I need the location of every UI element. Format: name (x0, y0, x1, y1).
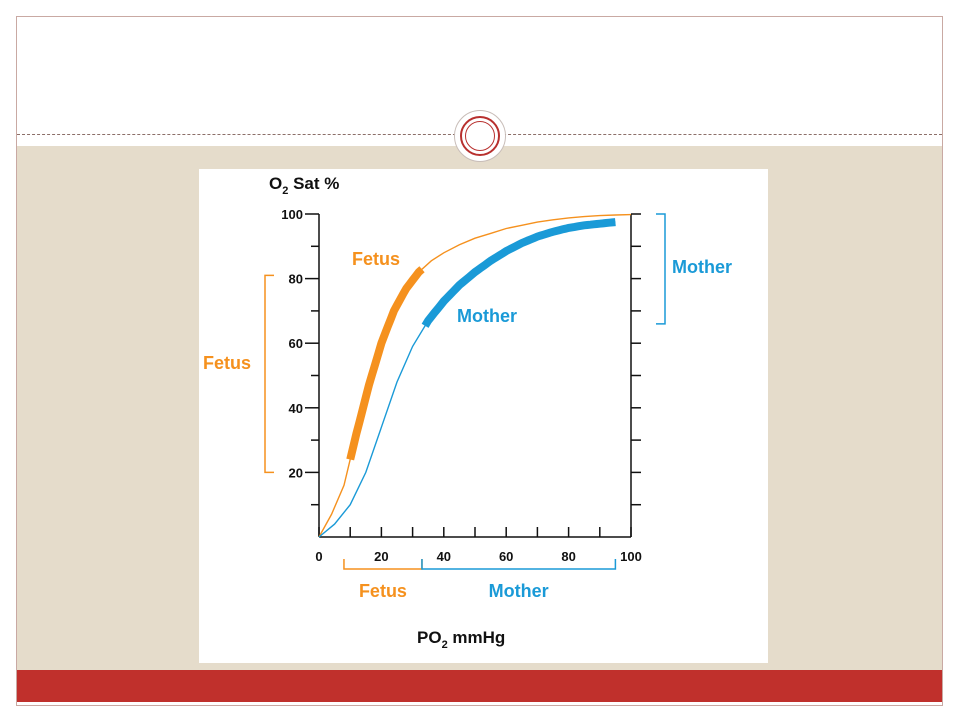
fetus-curve-label: Fetus (352, 249, 400, 269)
y-axis-label-sub: 2 (282, 185, 288, 197)
x-tick-label: 100 (620, 549, 642, 564)
x-tick-label: 20 (374, 549, 388, 564)
x-axis-label-rest: mmHg (448, 628, 506, 647)
footer-bar (17, 670, 942, 702)
x-tick-label: 60 (499, 549, 513, 564)
x-axis-label-sub: 2 (442, 639, 448, 651)
y-tick-label: 60 (289, 336, 303, 351)
mother-x-range-bracket (421, 559, 617, 570)
mother-highlight-segment (421, 218, 616, 328)
mother-curve-label: Mother (457, 306, 517, 326)
range-brackets-group: Fetus Mother Fetus Mother (203, 213, 732, 601)
y-tick-label: 20 (289, 465, 303, 480)
mother-curve (318, 221, 616, 538)
fetus-y-range-bracket (264, 274, 274, 474)
x-axis-label-main: PO (417, 628, 442, 647)
y-axis-label: O2 Sat % (269, 174, 339, 197)
x-axis-label: PO2 mmHg (417, 628, 505, 651)
chart-panel: 20 40 60 80 100 0 20 40 60 80 100 Fetus Mother Fetus… (199, 169, 768, 663)
axes-group: 20 40 60 80 100 0 20 40 60 80 100 (281, 207, 642, 564)
curves-group: Fetus Mother (318, 213, 632, 538)
y-tick-label: 100 (281, 207, 303, 222)
y-axis-label-rest: Sat % (288, 174, 339, 193)
x-tick-label: 80 (561, 549, 575, 564)
mother-y-range-bracket (656, 213, 666, 325)
y-tick-label: 40 (289, 401, 303, 416)
fetus-highlight-segment (346, 266, 425, 461)
x-tick-label: 40 (437, 549, 451, 564)
mother-y-range-label: Mother (672, 257, 732, 277)
ornament-inner-ring (465, 121, 495, 151)
x-tick-label: 0 (315, 549, 322, 564)
mother-x-range-label: Mother (489, 581, 549, 601)
y-axis-label-main: O (269, 174, 282, 193)
fetus-x-range-label: Fetus (359, 581, 407, 601)
fetus-y-range-label: Fetus (203, 353, 251, 373)
y-tick-label: 80 (289, 272, 303, 287)
